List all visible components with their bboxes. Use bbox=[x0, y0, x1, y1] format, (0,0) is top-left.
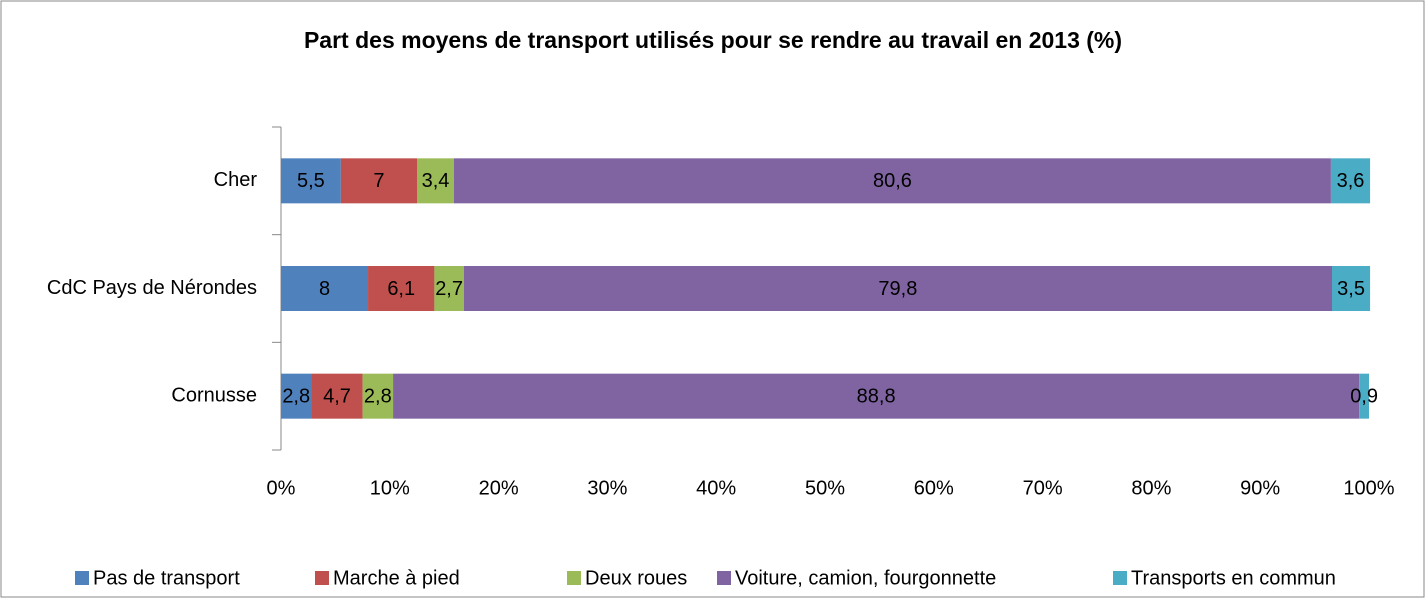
data-label: 2,8 bbox=[282, 385, 310, 407]
x-tick-label: 40% bbox=[696, 477, 736, 499]
legend-swatch bbox=[717, 571, 731, 585]
data-label: 88,8 bbox=[857, 385, 896, 407]
data-label: 2,7 bbox=[435, 278, 463, 300]
x-tick-label: 10% bbox=[370, 477, 410, 499]
data-label: 80,6 bbox=[873, 170, 912, 192]
legend-label: Deux roues bbox=[585, 567, 687, 589]
bar-segment bbox=[340, 158, 417, 204]
bar-segment bbox=[281, 373, 312, 419]
legend-label: Voiture, camion, fourgonnette bbox=[735, 567, 996, 589]
data-label: 0,9 bbox=[1350, 385, 1378, 407]
bar-segment bbox=[362, 373, 394, 419]
y-tick-label: Cher bbox=[214, 169, 258, 191]
x-tick-label: 20% bbox=[479, 477, 519, 499]
x-tick-label: 30% bbox=[587, 477, 627, 499]
bar-segment bbox=[368, 266, 435, 311]
x-tick-label: 60% bbox=[914, 477, 954, 499]
x-tick-label: 90% bbox=[1240, 477, 1280, 499]
x-tick-label: 80% bbox=[1131, 477, 1171, 499]
bar-segment bbox=[1332, 266, 1371, 311]
legend-label: Pas de transport bbox=[93, 567, 240, 589]
y-tick-label: CdC Pays de Nérondes bbox=[47, 277, 257, 299]
data-label: 79,8 bbox=[878, 278, 917, 300]
legend-swatch bbox=[75, 571, 89, 585]
x-tick-label: 100% bbox=[1343, 477, 1394, 499]
legend-swatch bbox=[1113, 571, 1127, 585]
x-tick-label: 50% bbox=[805, 477, 845, 499]
data-label: 6,1 bbox=[387, 278, 415, 300]
bar-segment bbox=[281, 266, 369, 311]
legend-label: Transports en commun bbox=[1131, 567, 1336, 589]
bar-segment bbox=[393, 373, 1360, 419]
bar-segment bbox=[434, 266, 464, 311]
legend-swatch bbox=[567, 571, 581, 585]
legend-swatch bbox=[315, 571, 329, 585]
data-label: 2,8 bbox=[364, 385, 392, 407]
chart-title: Part des moyens de transport utilisés po… bbox=[304, 27, 1122, 53]
y-tick-label: Cornusse bbox=[171, 384, 257, 406]
bar-segment bbox=[1359, 373, 1369, 419]
x-tick-label: 0% bbox=[267, 477, 296, 499]
data-label: 7 bbox=[373, 170, 384, 192]
bar-segment bbox=[463, 266, 1333, 311]
legend-label: Marche à pied bbox=[333, 567, 460, 589]
bar-segment bbox=[311, 373, 363, 419]
data-label: 3,4 bbox=[422, 170, 450, 192]
x-tick-label: 70% bbox=[1023, 477, 1063, 499]
bar-segment bbox=[417, 158, 454, 204]
bar-segment bbox=[1330, 158, 1371, 204]
bar-segment bbox=[453, 158, 1331, 204]
data-label: 4,7 bbox=[323, 385, 351, 407]
bar-segment bbox=[281, 158, 341, 204]
data-label: 8 bbox=[319, 278, 330, 300]
data-label: 3,6 bbox=[1337, 170, 1365, 192]
data-label: 5,5 bbox=[297, 170, 325, 192]
data-label: 3,5 bbox=[1337, 278, 1365, 300]
